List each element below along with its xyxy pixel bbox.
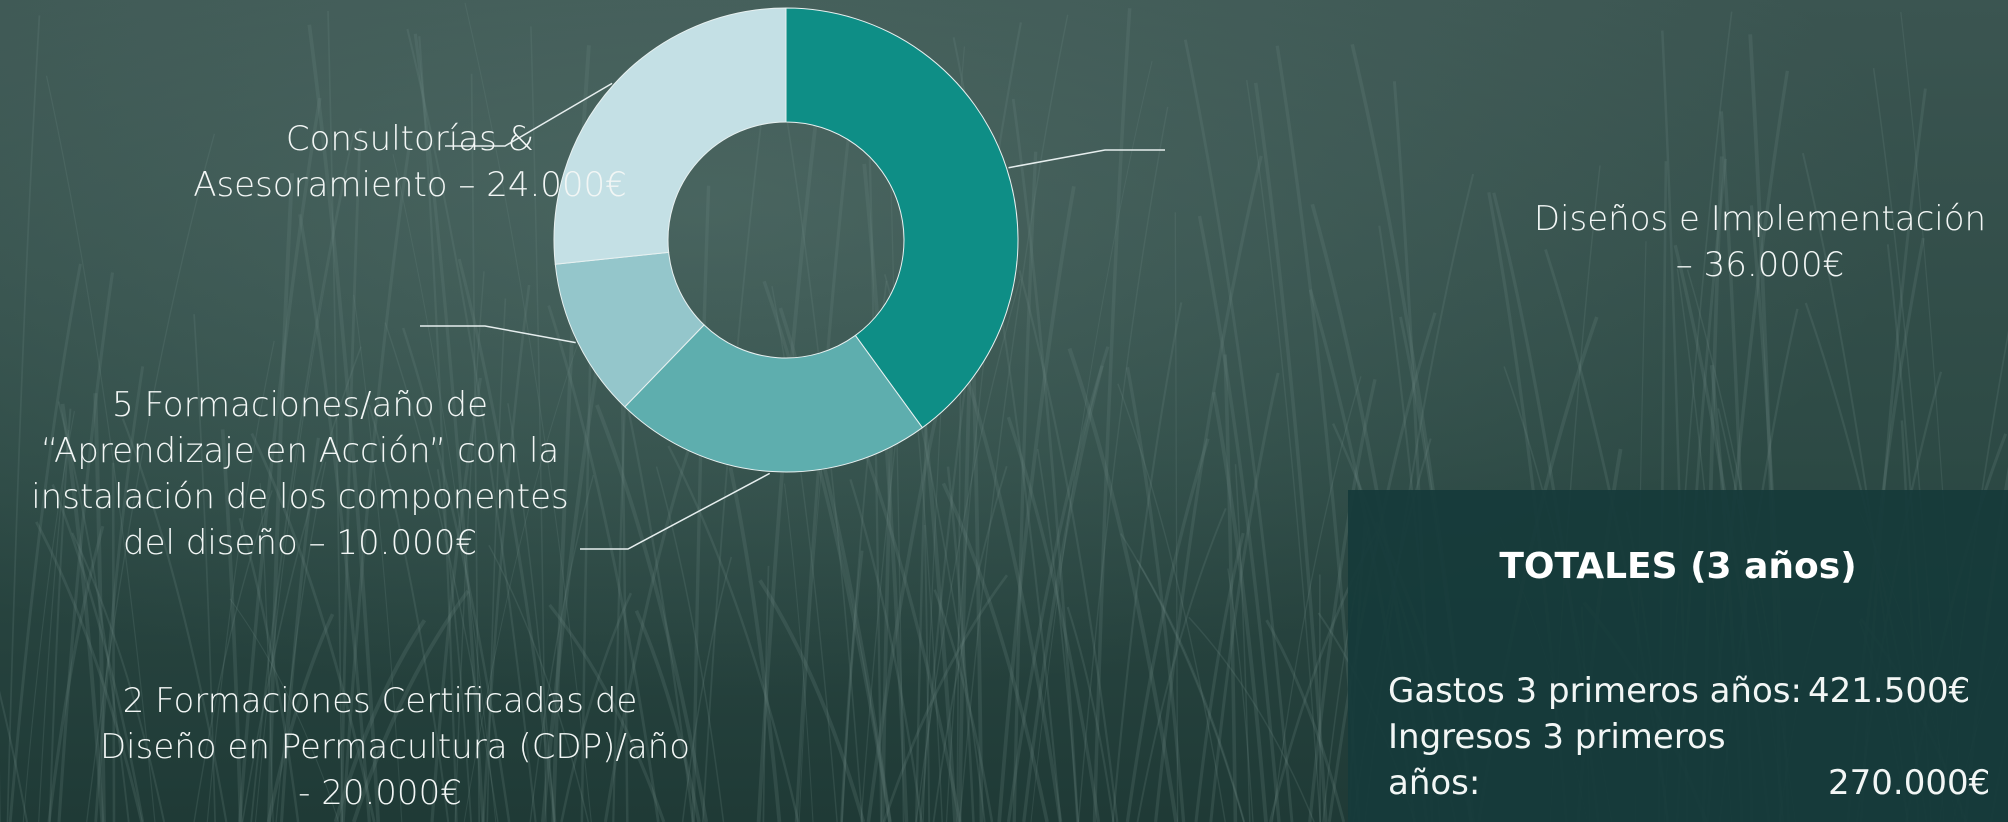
totals-title: TOTALES (3 años) — [1499, 546, 1857, 587]
leader-disenos — [1008, 149, 1165, 169]
ingresos-row-line2: años: 270.000€ — [1388, 760, 2008, 806]
slice-disenos — [785, 7, 1019, 429]
slice-consultorias — [553, 7, 787, 265]
ingresos-label-line2: años: — [1388, 763, 1481, 803]
leader-consultorias — [445, 82, 613, 147]
totals-panel: TOTALES (3 años) Gastos 3 primeros años:… — [1348, 490, 2008, 822]
slice-label-formaciones-cdp: 2 Formaciones Certificadas de Diseño en … — [100, 681, 691, 813]
gastos-label: Gastos 3 primeros años: — [1388, 671, 1802, 711]
ingresos-row-line1: Ingresos 3 primeros — [1388, 714, 2008, 760]
gastos-row: Gastos 3 primeros años: 421.500€ — [1388, 668, 2008, 714]
slice-label-consultorias: Consultorías & Asesoramiento – 24.000€ — [193, 119, 627, 205]
slice-label-formaciones-accion: 5 Formaciones/año de “Aprendizaje en Acc… — [31, 385, 569, 563]
gastos-value: 421.500€ — [1808, 671, 1971, 711]
slice-formaciones-cdp — [624, 324, 924, 473]
leader-formaciones-accion — [420, 325, 576, 344]
ingresos-value: 270.000€ — [1828, 763, 1991, 803]
ingresos-label-line1: Ingresos 3 primeros — [1388, 717, 1726, 757]
slice-label-disenos: Diseños e Implementación – 36.000€ — [1533, 199, 1987, 285]
leader-formaciones-cdp — [580, 472, 771, 550]
